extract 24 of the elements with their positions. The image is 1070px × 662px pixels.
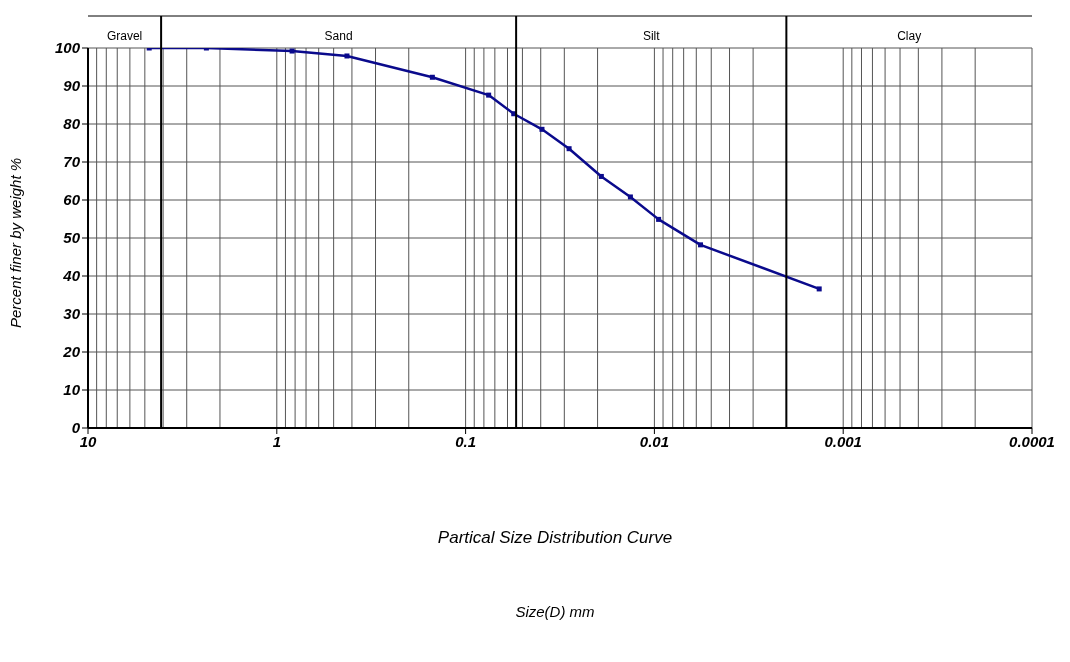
text: Size(D) mm <box>514 603 596 620</box>
y-tick-label: 60 <box>63 191 81 209</box>
x-tick-label: 10 <box>79 432 97 450</box>
x-tick-label: 0.01 <box>639 432 669 450</box>
y-tick-label: 0 <box>71 419 81 437</box>
y-tick-label: 10 <box>63 381 81 399</box>
text: Sand <box>324 29 353 43</box>
x-tick-label: 0.001 <box>824 432 862 450</box>
text: Silt <box>642 29 661 43</box>
y-axis-title: Percent finer by weight % <box>7 157 25 328</box>
text: Clay <box>897 29 922 43</box>
y-tick-label: 70 <box>63 153 81 171</box>
y-tick-label: 90 <box>63 77 81 95</box>
x-tick-label: 1 <box>272 432 281 450</box>
y-tick-label: 100 <box>54 39 81 57</box>
y-tick-label: 40 <box>62 267 81 285</box>
y-tick-label: 20 <box>62 343 81 361</box>
y-tick-label: 30 <box>63 305 81 323</box>
y-tick-label: 80 <box>63 115 81 133</box>
text: Partical Size Distribution Curve <box>436 528 674 548</box>
x-tick-label: 0.1 <box>455 432 477 450</box>
y-tick-label: 50 <box>63 229 81 247</box>
text: Gravel <box>106 29 143 43</box>
x-tick-label: 0.0001 <box>1009 432 1055 450</box>
